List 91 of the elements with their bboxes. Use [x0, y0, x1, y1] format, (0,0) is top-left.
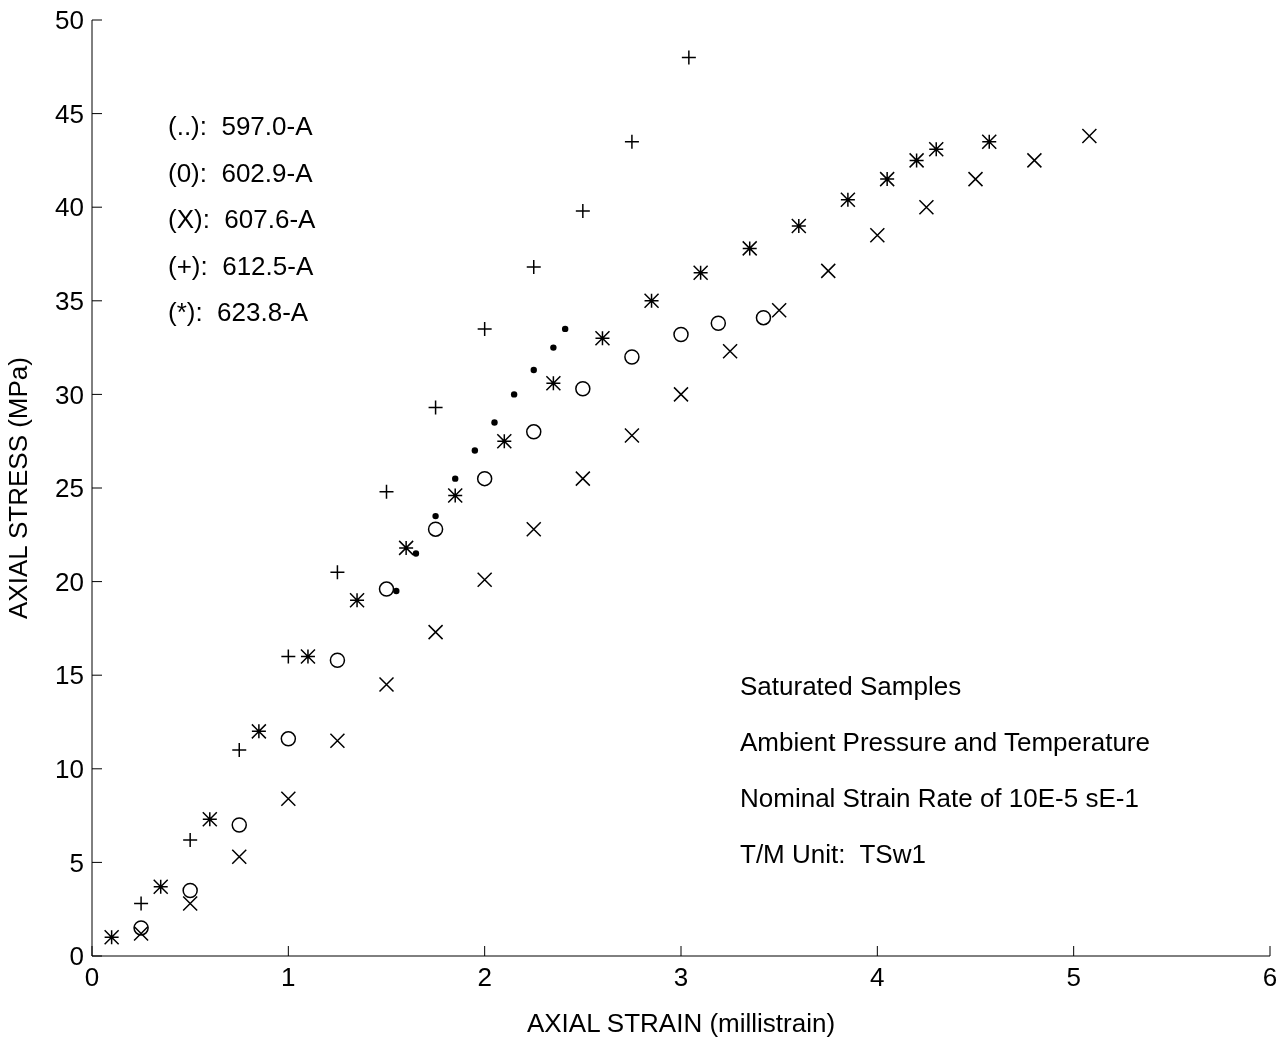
point	[791, 218, 807, 234]
y-tick-label: 0	[69, 941, 84, 972]
annotation: T/M Unit: TSw1	[740, 838, 927, 871]
point	[280, 791, 297, 807]
point	[869, 227, 886, 244]
point	[393, 587, 400, 595]
x-tick-label: 4	[870, 962, 885, 993]
point	[432, 512, 439, 520]
point	[329, 652, 346, 668]
point	[575, 381, 591, 397]
x-axis-title: AXIAL STRAIN (millistrain)	[526, 1008, 836, 1038]
point	[491, 419, 498, 426]
point	[398, 540, 414, 556]
point	[496, 433, 513, 449]
point	[251, 723, 267, 740]
point	[133, 925, 149, 942]
point	[476, 470, 493, 487]
point	[329, 732, 346, 749]
point	[378, 581, 395, 597]
point	[545, 375, 562, 391]
x-tick-label: 3	[673, 962, 689, 993]
point	[550, 344, 557, 351]
point	[103, 929, 120, 946]
point	[624, 427, 640, 444]
point	[182, 895, 198, 912]
point	[510, 391, 518, 398]
y-tick-label: 25	[55, 473, 84, 504]
point	[594, 330, 611, 346]
point	[152, 878, 169, 895]
point	[231, 849, 247, 865]
point	[300, 648, 316, 665]
point	[412, 550, 420, 557]
annotation: (0): 602.9-A	[168, 156, 314, 190]
annotation: (..): 597.0-A	[168, 110, 314, 143]
point	[755, 309, 772, 326]
point	[692, 264, 709, 281]
point	[427, 624, 444, 640]
annotation: Nominal Strain Rate of 10E-5 sE-1	[740, 782, 1140, 815]
annotation: (*): 623.8-A	[168, 296, 310, 329]
point	[643, 293, 660, 309]
annotation: Ambient Pressure and Temperature	[740, 726, 1150, 759]
y-axis-title: AXIAL STRESS (MPa)	[3, 357, 34, 619]
point	[471, 447, 479, 454]
point	[476, 571, 493, 588]
point	[561, 325, 569, 333]
y-tick-label: 10	[55, 754, 84, 785]
point	[673, 386, 689, 403]
annotation: (X): 607.6-A	[168, 203, 316, 236]
x-tick-label: 5	[1066, 962, 1081, 993]
point	[722, 343, 738, 360]
point	[447, 487, 463, 504]
x-tick-label: 2	[477, 962, 492, 993]
y-tick-label: 45	[55, 98, 84, 129]
point	[133, 920, 149, 936]
point	[280, 731, 297, 747]
point	[526, 521, 542, 537]
point	[452, 475, 459, 482]
point	[349, 592, 365, 609]
point	[928, 141, 944, 157]
point	[1026, 152, 1043, 169]
point	[918, 199, 935, 215]
point	[182, 882, 198, 899]
y-tick-label: 30	[55, 379, 84, 410]
point	[202, 811, 218, 828]
point	[231, 817, 247, 833]
point	[820, 263, 836, 279]
point	[741, 240, 758, 257]
point	[575, 470, 591, 487]
point	[840, 191, 856, 208]
point	[427, 521, 444, 537]
annotation: Saturated Samples	[740, 670, 963, 703]
point	[981, 133, 997, 150]
y-tick-label: 5	[69, 847, 84, 878]
annotation: (+): 612.5-A	[168, 249, 315, 283]
point	[530, 366, 537, 374]
point	[673, 326, 689, 343]
x-tick-label: 6	[1262, 962, 1278, 993]
y-tick-label: 20	[55, 566, 84, 597]
point	[526, 424, 542, 440]
y-tick-label: 50	[55, 5, 84, 36]
point	[624, 349, 640, 365]
y-tick-label: 35	[55, 286, 84, 317]
x-tick-label: 1	[281, 962, 296, 993]
point	[771, 302, 787, 318]
point	[908, 152, 925, 169]
point	[967, 171, 984, 187]
point	[879, 171, 895, 187]
point	[710, 315, 727, 332]
point	[1081, 128, 1098, 144]
y-tick-label: 40	[55, 192, 84, 223]
y-tick-label: 15	[55, 660, 84, 691]
